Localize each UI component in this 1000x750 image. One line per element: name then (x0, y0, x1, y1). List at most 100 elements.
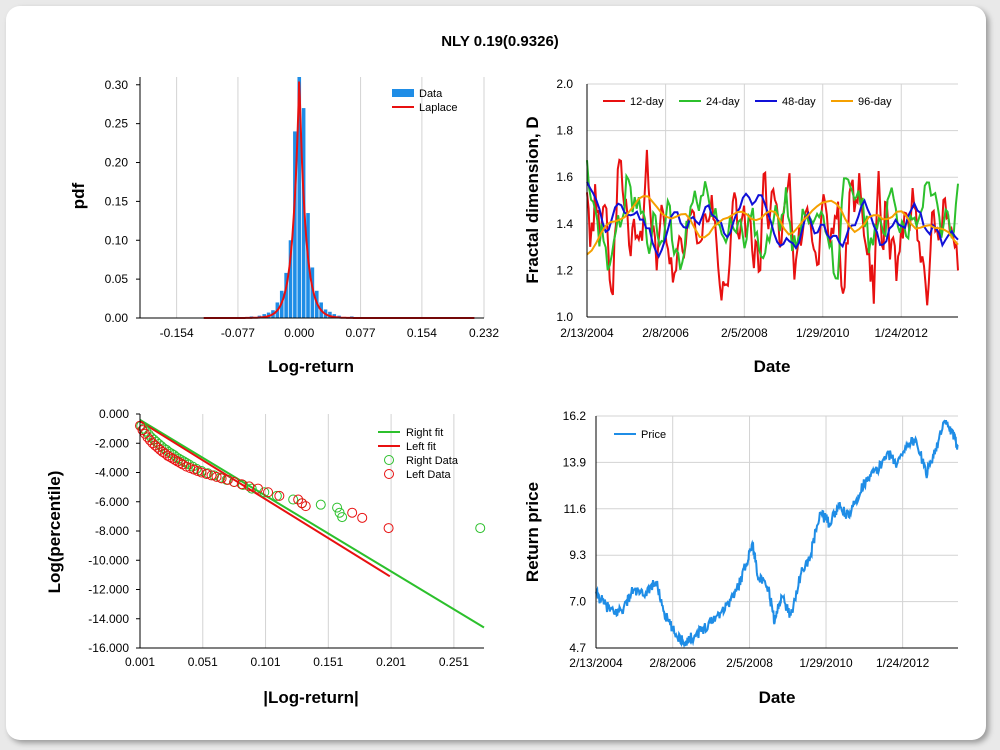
pdf-x-tick-label: -0.154 (160, 326, 194, 340)
pdf-y-tick-label: 0.15 (105, 194, 129, 208)
tail-x-tick-label: 0.251 (439, 655, 469, 669)
fractal-x-tick-label: 2/8/2006 (642, 326, 689, 340)
tail-right-data-point (271, 490, 282, 501)
tail-left-data-point (165, 452, 176, 463)
fractal-series-line-d12 (586, 149, 959, 306)
pdf-histogram-bar (288, 240, 293, 318)
tail-left-data-point (211, 471, 222, 482)
tail-legend-label: Right fit (406, 427, 443, 439)
fractal-y-tick-label: 1.0 (556, 310, 573, 324)
price-y-axis-title: Return price (523, 482, 542, 582)
fractal-x-tick-label: 1/29/2010 (796, 326, 850, 340)
fractal-y-tick-label: 1.2 (556, 263, 573, 277)
fractal-series-line-d48 (586, 181, 959, 259)
tail-left-data-point (296, 498, 307, 509)
tail-y-tick-label: -2.000 (95, 436, 129, 450)
price-y-tick-label: 4.7 (569, 641, 586, 655)
tail-left-data-point (383, 523, 394, 534)
tail-y-tick-label: -12.000 (88, 583, 129, 597)
pdf-y-tick-label: 0.20 (105, 156, 129, 170)
pdf-x-tick-label: 0.000 (284, 326, 314, 340)
price-x-tick-label: 2/13/2004 (569, 656, 623, 670)
tail-left-data-point (170, 455, 181, 466)
figure-title: NLY 0.19(0.9326) (441, 33, 559, 50)
tail-right-data-point (259, 487, 270, 498)
fractal-y-tick-label: 1.8 (556, 124, 573, 138)
price-x-tick-label: 1/24/2012 (876, 656, 930, 670)
tail-right-data-point (315, 499, 326, 510)
tail-y-tick-label: -6.000 (95, 495, 129, 509)
fractal-legend-label: 96-day (858, 96, 892, 108)
tail-right-data-point (332, 502, 343, 513)
tail-left-data-point (142, 432, 153, 443)
fractal-y-axis-title: Fractal dimension, D (523, 116, 542, 283)
price-y-tick-label: 11.6 (564, 502, 587, 516)
pdf-x-tick-label: -0.077 (221, 326, 255, 340)
tail-left-data-point (145, 435, 156, 446)
price-y-tick-label: 9.3 (569, 548, 586, 562)
pdf-y-tick-label: 0.00 (105, 311, 129, 325)
tail-right-data-point (337, 512, 348, 523)
tail-y-tick-label: -8.000 (95, 524, 129, 538)
tail-legend-swatch (384, 455, 394, 465)
pdf-y-axis-title: pdf (69, 182, 88, 209)
tail-y-tick-label: 0.000 (99, 407, 129, 421)
tail-left-data-point (229, 477, 240, 488)
tail-left-data-point (196, 467, 207, 478)
tail-left-data-point (206, 470, 217, 481)
tail-left-data-point (157, 447, 168, 458)
price-y-tick-label: 16.2 (563, 409, 587, 423)
tail-left-data-point (293, 494, 304, 505)
fractal-legend-label: 48-day (782, 96, 816, 108)
tail-left-data-point (253, 483, 264, 494)
tail-left-fit-line (139, 420, 391, 578)
price-x-tick-label: 2/5/2008 (726, 656, 773, 670)
tail-x-axis-title: |Log-return| (263, 688, 358, 707)
fractal-y-tick-label: 1.4 (556, 217, 573, 231)
tail-left-data-point (140, 428, 151, 439)
price-y-tick-label: 7.0 (569, 595, 586, 609)
price-x-tick-label: 1/29/2010 (799, 656, 853, 670)
tail-legend-swatch (384, 469, 394, 479)
fractal-x-tick-label: 2/13/2004 (560, 326, 614, 340)
tail-x-tick-label: 0.151 (313, 655, 343, 669)
tail-left-data-point (357, 512, 368, 523)
pdf-y-tick-label: 0.05 (105, 272, 129, 286)
tail-legend-label: Left Data (406, 469, 452, 481)
pdf-legend-label: Laplace (419, 102, 458, 114)
pdf-histogram-bar (310, 267, 315, 318)
fractal-y-tick-label: 1.6 (556, 170, 573, 184)
fractal-y-tick-label: 2.0 (556, 77, 573, 91)
tail-right-data-point (246, 483, 257, 494)
tail-left-data-point (155, 444, 166, 455)
tail-x-tick-label: 0.201 (376, 655, 406, 669)
tail-legend-label: Right Data (406, 455, 459, 467)
pdf-legend-swatch-data (392, 89, 414, 97)
price-legend-label: Price (641, 429, 666, 441)
tail-y-tick-label: -10.000 (88, 553, 129, 567)
pdf-histogram-bar (293, 131, 297, 318)
tail-right-data-point (237, 479, 248, 490)
price-x-axis-title: Date (759, 688, 796, 707)
tail-x-tick-label: 0.001 (125, 655, 155, 669)
fractal-legend-label: 12-day (630, 96, 664, 108)
tail-left-data-point (222, 474, 233, 485)
tail-right-data-point (288, 494, 299, 505)
tail-left-data-point (347, 507, 358, 518)
tail-right-fit-line (139, 418, 485, 629)
pdf-x-tick-label: 0.232 (469, 326, 499, 340)
tail-left-data-point (201, 468, 212, 479)
tail-x-tick-label: 0.101 (251, 655, 281, 669)
fractal-legend-label: 24-day (706, 96, 740, 108)
tail-left-data-point (160, 448, 171, 459)
pdf-histogram-bar (297, 77, 302, 318)
tail-legend-label: Left fit (406, 441, 436, 453)
fractal-x-axis-title: Date (754, 357, 791, 376)
tail-left-data-point (300, 501, 311, 512)
price-y-tick-label: 13.9 (563, 455, 587, 469)
pdf-y-tick-label: 0.25 (105, 117, 129, 131)
tail-x-tick-label: 0.051 (188, 655, 218, 669)
